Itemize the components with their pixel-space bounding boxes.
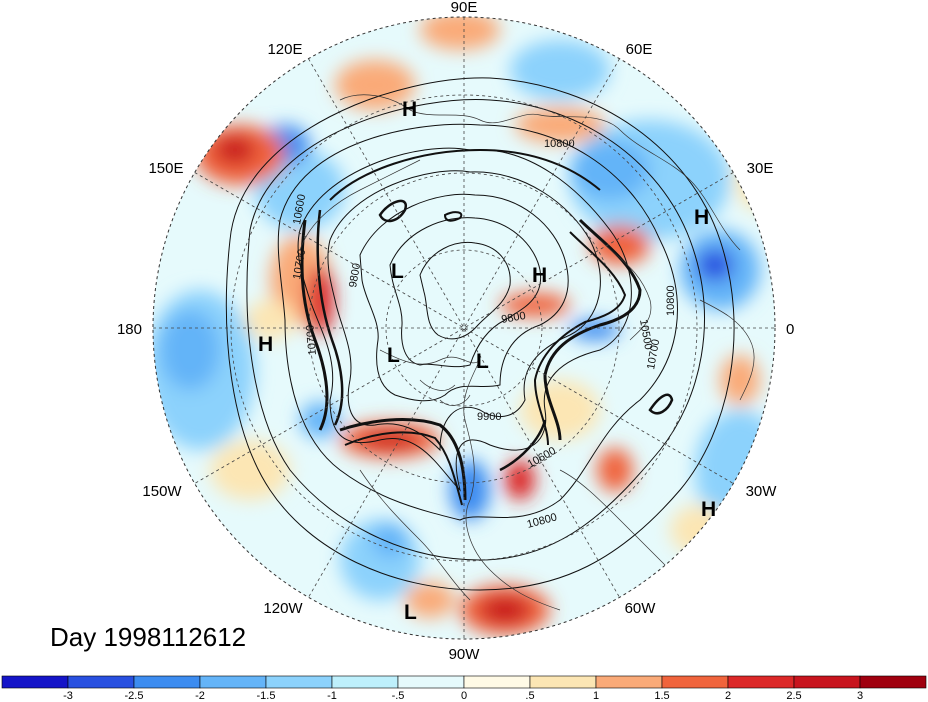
colorbar-tick-label: -2.5 — [125, 690, 144, 702]
colorbar-swatch — [397, 675, 465, 689]
contour-label: 10800 — [665, 285, 677, 316]
colorbar-swatch — [67, 675, 135, 689]
pressure-center-label: L — [387, 344, 400, 367]
pressure-center-label: H — [694, 206, 709, 229]
lon-label-150w: 150W — [142, 483, 182, 500]
coastlines — [299, 94, 755, 611]
colorbar-tick-label: 1.5 — [654, 690, 669, 702]
pressure-center-label: H — [532, 264, 547, 287]
colorbar-tick-label: -.5 — [392, 690, 405, 702]
longitude-labels: 90E 60E 30E 0 30W 60W 90W 120W 150W 180 … — [117, 0, 794, 663]
colorbar-swatch — [199, 675, 267, 689]
pressure-center-label: L — [476, 350, 489, 373]
lon-label-0: 0 — [786, 321, 794, 338]
colorbar-swatch — [529, 675, 597, 689]
colorbar-tick-label: -3 — [63, 690, 73, 702]
lon-label-120w: 120W — [263, 600, 303, 617]
colorbar-swatch — [595, 675, 663, 689]
contour-label: 9800 — [500, 310, 526, 326]
lon-label-30e: 30E — [747, 160, 774, 177]
colorbar-tick-label: 1 — [593, 690, 599, 702]
colorbar-swatch — [793, 675, 861, 689]
pressure-center-label: L — [404, 601, 417, 624]
graticule — [153, 17, 775, 639]
pressure-center-label: H — [258, 333, 273, 356]
anomaly-shading — [153, 17, 775, 639]
height-contours — [225, 77, 735, 591]
colorbar-swatch — [1, 675, 69, 689]
colorbar-tick-label: -1.5 — [257, 690, 276, 702]
pressure-centers: H H H H H L L L L — [258, 98, 716, 624]
pressure-center-label: H — [701, 498, 716, 521]
contour-label: 10700 — [645, 338, 662, 370]
lon-label-90e: 90E — [451, 0, 478, 16]
colorbar-swatch — [133, 675, 201, 689]
pressure-center-label: H — [402, 98, 417, 121]
colorbar-swatch — [661, 675, 729, 689]
colorbar-swatch — [859, 675, 927, 689]
map-boundary — [152, 16, 776, 640]
contour-labels: 10800 10600 10700 9800 9800 10500 10800 … — [291, 138, 677, 531]
day-title: Day 1998112612 — [50, 622, 246, 652]
contour-label: 9800 — [347, 262, 363, 288]
lon-label-90w: 90W — [449, 646, 481, 663]
lon-label-150e: 150E — [148, 160, 183, 177]
colorbar-swatch — [463, 675, 531, 689]
contour-label: 10600 — [291, 193, 308, 225]
contour-label: 9900 — [477, 411, 501, 423]
colorbar-tick-label: 2.5 — [786, 690, 801, 702]
colorbar-tick-label: 0 — [461, 690, 467, 702]
colorbar-tick-label: .5 — [525, 690, 534, 702]
colorbar-tick-label: 2 — [725, 690, 731, 702]
colorbar-swatch — [727, 675, 795, 689]
colorbar-tick-label: -1 — [327, 690, 337, 702]
lon-label-180: 180 — [117, 321, 142, 338]
colorbar-tick-label: -2 — [195, 690, 205, 702]
colorbar-swatch — [265, 675, 333, 689]
contour-label: 10500 — [637, 318, 654, 350]
lon-label-60w: 60W — [625, 600, 657, 617]
contour-label: 10800 — [544, 138, 575, 150]
lon-label-120e: 120E — [267, 41, 302, 58]
lon-label-30w: 30W — [746, 483, 778, 500]
colorbar-swatch — [331, 675, 399, 689]
colorbar-tick-label: 3 — [857, 690, 863, 702]
contour-label: 10700 — [291, 248, 308, 280]
pressure-center-label: L — [391, 260, 404, 283]
lon-label-60e: 60E — [626, 41, 653, 58]
colorbar: -3 -2.5 -2 -1.5 -1 -.5 0 .5 1 1.5 2 2.5 3 — [1, 675, 927, 702]
contour-label: 10700 — [304, 324, 319, 356]
